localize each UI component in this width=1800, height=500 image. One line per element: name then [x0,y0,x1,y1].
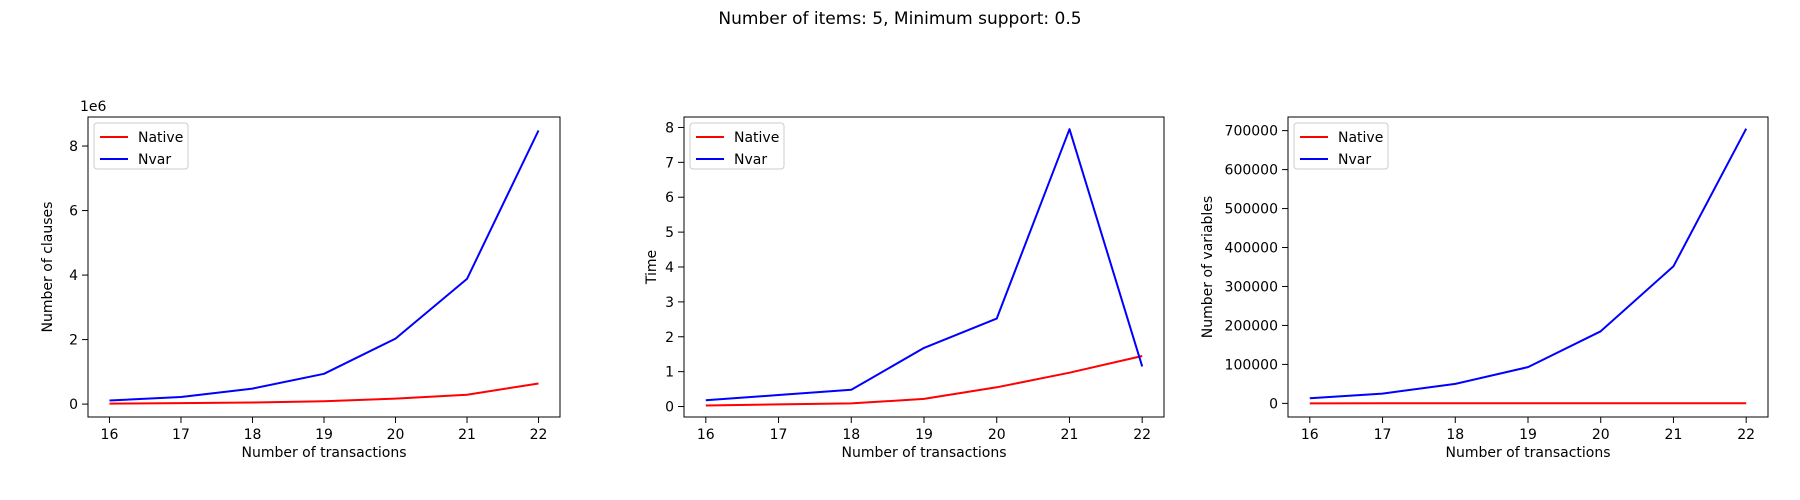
legend-box [689,122,785,170]
legend-label-nvar: Nvar [734,152,767,168]
legend: Native Nvar [93,122,189,170]
series-line-native [109,382,539,405]
x-tick-label: 22 [1133,427,1151,443]
x-tick-label: 21 [1061,427,1079,443]
y-tick-label: 200000 [1225,318,1278,334]
y-tick-label: 4 [69,268,78,284]
x-axis-label: Number of transactions [841,445,1006,461]
x-tick-label: 20 [1592,427,1610,443]
series-line-nvar [1309,128,1748,400]
y-tick-label: 2 [69,333,78,349]
y-tick-label: 700000 [1225,124,1278,140]
y-tick-label: 400000 [1225,241,1278,257]
legend-box [1293,122,1389,170]
x-tick-label: 20 [988,427,1006,443]
series-line-nvar [109,130,540,402]
y-tick-label: 2 [665,330,674,346]
x-tick-label: 19 [1519,427,1537,443]
y-tick-label: 100000 [1225,357,1278,373]
x-tick-label: 19 [315,427,333,443]
x-tick-label: 18 [842,427,860,443]
figure-title: Number of items: 5, Minimum support: 0.5 [718,9,1081,29]
y-tick-label: 0 [665,400,674,416]
y-tick-label: 3 [665,295,674,311]
legend-label-nvar: Nvar [1338,152,1371,168]
y-tick-label: 8 [665,120,674,136]
x-tick-label: 21 [458,427,476,443]
legend-label-native: Native [734,130,779,146]
y-offset-text: 1e6 [80,99,107,115]
x-tick-label: 16 [1301,427,1319,443]
y-tick-label: 6 [69,204,78,220]
x-tick-label: 16 [101,427,119,443]
x-tick-label: 18 [244,427,262,443]
series-line-native [705,355,1143,407]
x-tick-label: 17 [172,427,190,443]
legend-box [93,122,189,170]
y-tick-label: 500000 [1225,202,1278,218]
x-axis-label: Number of transactions [241,445,406,461]
y-axis-label: Time [644,250,660,285]
series-line-nvar [705,128,1144,402]
y-tick-label: 300000 [1225,279,1278,295]
x-tick-label: 17 [770,427,788,443]
legend-label-native: Native [138,130,183,146]
legend-label-native: Native [1338,130,1383,146]
subplot-variables: 16 17 18 19 20 21 22 0 100000 200000 300000 400000 5… [1200,116,1769,461]
x-tick-label: 22 [530,427,548,443]
y-axis-label: Number of variables [1200,196,1216,338]
legend-label-nvar: Nvar [138,152,171,168]
y-axis-label: Number of clauses [40,202,56,333]
y-tick-label: 4 [665,260,674,276]
y-tick-label: 6 [665,190,674,206]
x-tick-label: 20 [387,427,405,443]
x-tick-label: 22 [1737,427,1755,443]
x-tick-label: 18 [1446,427,1464,443]
y-tick-label: 5 [665,225,674,241]
y-tick-label: 0 [1269,396,1278,412]
subplot-clauses: 16 17 18 19 20 21 22 0 2 4 6 8 1e6 Number of transact… [40,99,561,461]
y-tick-label: 600000 [1225,163,1278,179]
x-tick-label: 16 [697,427,715,443]
x-tick-label: 19 [915,427,933,443]
x-axis-label: Number of transactions [1445,445,1610,461]
subplot-time: 16 17 18 19 20 21 22 0 1 2 3 4 5 6 7 8 Number of transac… [644,116,1165,461]
y-tick-label: 0 [69,397,78,413]
y-tick-label: 7 [665,155,674,171]
y-tick-label: 8 [69,139,78,155]
legend: Native Nvar [1293,122,1389,170]
y-tick-label: 1 [665,365,674,381]
x-tick-label: 21 [1665,427,1683,443]
legend: Native Nvar [689,122,785,170]
x-tick-label: 17 [1374,427,1392,443]
